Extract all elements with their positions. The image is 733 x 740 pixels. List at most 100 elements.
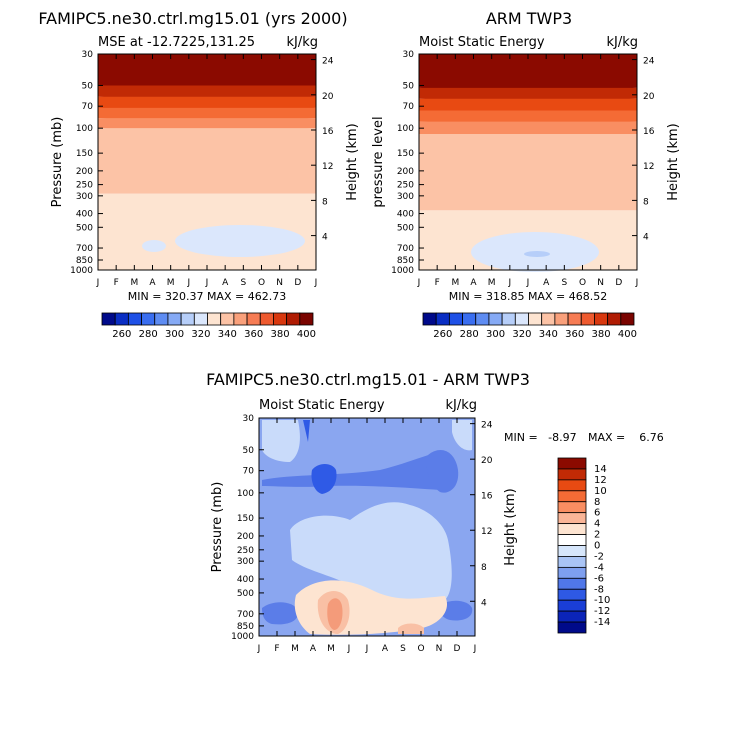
height-tick-label: 16 [322, 127, 334, 137]
pressure-tick-label: 100 [397, 124, 414, 134]
panel1-subtitle-left: MSE at -12.7225,131.25 [98, 35, 255, 50]
colorbar-swatch [594, 312, 609, 326]
month-tick-label: A [470, 278, 477, 288]
month-tick-label: F [114, 278, 119, 288]
colorbar-swatch [273, 312, 288, 326]
pressure-tick-label: 400 [76, 210, 93, 220]
month-tick-label: D [615, 278, 622, 288]
panel3-dark-blue-lower-right [439, 600, 473, 621]
colorbar-label: -4 [594, 562, 604, 573]
month-tick-label: M [451, 278, 459, 288]
contour-band [419, 54, 637, 91]
colorbar-swatch [193, 312, 208, 326]
colorbar-label: -6 [594, 573, 604, 584]
panel3-y-label: Pressure (mb) [210, 482, 225, 573]
colorbar-label: 340 [218, 329, 237, 340]
month-tick-label: J [187, 278, 191, 288]
pressure-tick-label: 70 [403, 102, 415, 112]
colorbar-label: -2 [594, 551, 604, 562]
colorbar-swatch [101, 312, 116, 326]
month-tick-label: S [400, 644, 406, 654]
panel1-y-label: Pressure (mb) [50, 117, 65, 208]
colorbar-label: -12 [594, 606, 610, 617]
height-tick-label: 4 [481, 598, 487, 608]
month-tick-label: A [222, 278, 229, 288]
panel3-light-blue-topright [452, 420, 472, 451]
colorbar-swatch [422, 312, 437, 326]
colorbar-label: -14 [594, 617, 610, 628]
pressure-tick-label: 200 [237, 532, 254, 542]
contour-band [419, 121, 637, 137]
pressure-tick-label: 200 [397, 167, 414, 177]
pressure-tick-label: 500 [237, 589, 254, 599]
colorbar-swatch [259, 312, 274, 326]
colorbar-swatch [233, 312, 248, 326]
panel1-colorbar: 260 280 300 320 340 360 380 400 [101, 312, 316, 340]
colorbar-label: 280 [139, 329, 158, 340]
panel2-stats: MIN = 318.85 MAX = 468.52 [449, 290, 607, 303]
contour-band [419, 98, 637, 113]
pressure-tick-label: 700 [76, 244, 93, 254]
colorbar-label: 320 [191, 329, 210, 340]
colorbar-swatch [557, 599, 587, 612]
colorbar-label: 4 [594, 519, 600, 530]
panel3-subtitle-left: Moist Static Energy [259, 398, 385, 413]
colorbar-swatch [557, 490, 587, 503]
pressure-tick-label: 150 [237, 514, 254, 524]
colorbar-label: 6 [594, 508, 600, 519]
colorbar-label: 280 [460, 329, 479, 340]
month-tick-label: J [365, 644, 369, 654]
pressure-tick-label: 500 [397, 223, 414, 233]
month-tick-label: M [291, 644, 299, 654]
contour-band [98, 128, 316, 194]
colorbar-swatch [475, 312, 490, 326]
contour-band [98, 118, 316, 131]
colorbar-swatch [557, 556, 587, 568]
colorbar-label: 10 [594, 486, 607, 497]
colorbar-swatch [435, 312, 450, 326]
colorbar-swatch [557, 545, 587, 557]
colorbar-label: 360 [244, 329, 263, 340]
colorbar-swatch [557, 577, 587, 590]
height-tick-label: 24 [322, 57, 334, 67]
pressure-tick-label: 300 [76, 192, 93, 202]
month-tick-label: N [436, 644, 443, 654]
colorbar-swatch [557, 523, 587, 535]
month-tick-label: S [561, 278, 567, 288]
month-tick-label: D [294, 278, 301, 288]
colorbar-swatch [286, 312, 301, 326]
colorbar-swatch [557, 610, 587, 623]
pressure-tick-label: 250 [397, 181, 414, 191]
month-tick-label: F [274, 644, 279, 654]
pressure-tick-label: 850 [76, 256, 93, 266]
pressure-tick-label: 150 [76, 149, 93, 159]
height-tick-label: 4 [322, 233, 328, 243]
height-tick-label: 16 [481, 492, 493, 502]
height-tick-label: 20 [322, 92, 334, 102]
colorbar-label: 2 [594, 530, 600, 541]
month-tick-label: J [508, 278, 512, 288]
panel2-y2-label: Height (km) [666, 123, 681, 200]
colorbar-swatch [541, 312, 556, 326]
colorbar-swatch [557, 512, 587, 525]
panel-difference-mse: FAMIPC5.ne30.ctrl.mg15.01 - ARM TWP3 Moi… [206, 370, 664, 654]
height-tick-label: 12 [322, 162, 333, 172]
pressure-tick-label: 70 [243, 467, 255, 477]
pressure-tick-label: 50 [243, 446, 255, 456]
colorbar-label: 340 [539, 329, 558, 340]
panel1-cool-region [175, 225, 305, 257]
colorbar-swatch [528, 312, 543, 326]
contour-band [419, 87, 637, 101]
colorbar-swatch [514, 312, 529, 326]
panel3-stats-max: MAX = 6.76 [588, 431, 664, 444]
colorbar-label: 300 [486, 329, 505, 340]
pressure-tick-label: 30 [82, 50, 94, 60]
colorbar-label: 400 [297, 329, 316, 340]
pressure-tick-label: 700 [397, 244, 414, 254]
colorbar-swatch [180, 312, 195, 326]
colorbar-swatch [220, 312, 235, 326]
contour-band [98, 85, 316, 99]
panel1-subtitle-right: kJ/kg [286, 35, 318, 50]
